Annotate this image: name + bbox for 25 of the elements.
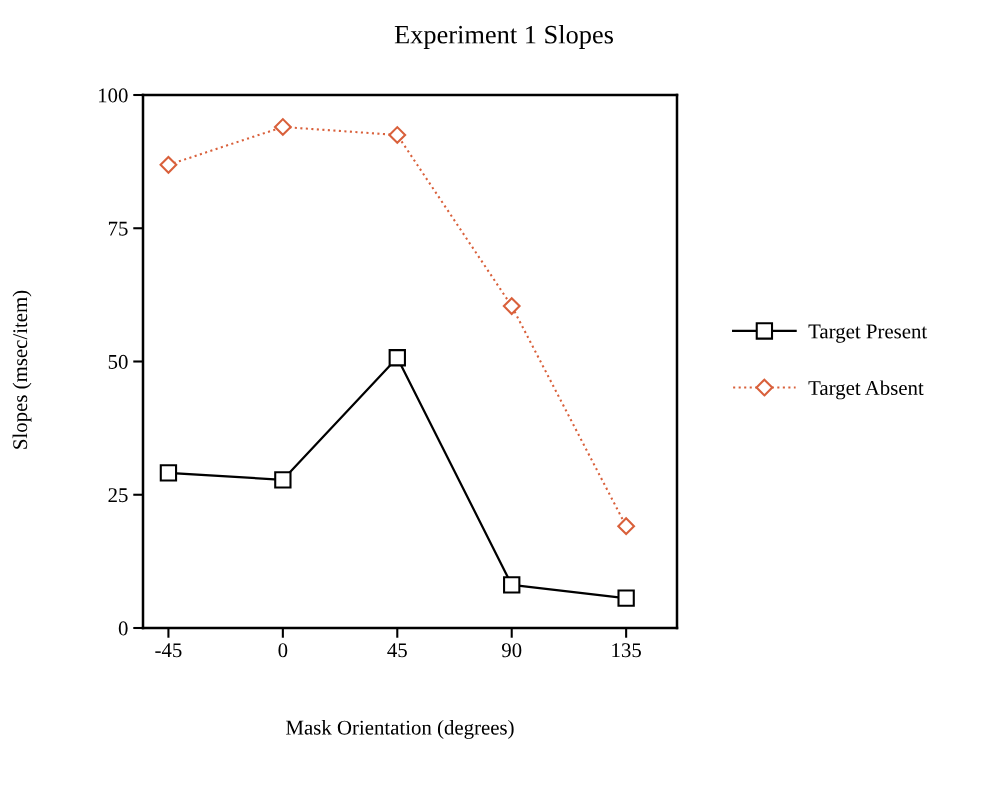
point bbox=[617, 517, 636, 536]
point bbox=[273, 118, 292, 136]
point bbox=[159, 155, 178, 174]
x-tick-label: 0 bbox=[278, 643, 288, 658]
point bbox=[274, 471, 292, 489]
x-tick-label: -45 bbox=[155, 643, 182, 658]
y-tick-label: 75 bbox=[108, 221, 128, 236]
x-tick-label: 90 bbox=[501, 643, 522, 658]
legend-label: Target Present bbox=[808, 324, 928, 343]
x-axis-title: Mask Orientation (degrees) bbox=[286, 720, 514, 739]
y-tick-label: 50 bbox=[108, 354, 128, 369]
point bbox=[388, 126, 407, 144]
point bbox=[388, 349, 406, 367]
y-tick-label: 25 bbox=[108, 488, 128, 503]
point bbox=[617, 589, 635, 607]
point bbox=[503, 576, 521, 594]
y-tick-label: 100 bbox=[99, 88, 128, 103]
y-axis-title: Slopes (msec/item) bbox=[12, 290, 32, 449]
point bbox=[502, 297, 521, 315]
x-tick-label: 45 bbox=[387, 643, 407, 658]
legend-label: Target Absent bbox=[808, 380, 924, 400]
x-tick-label: 135 bbox=[612, 643, 641, 658]
point bbox=[159, 464, 178, 482]
chart-title: Experiment 1 Slopes bbox=[394, 25, 613, 49]
y-tick-label: 0 bbox=[118, 621, 128, 636]
